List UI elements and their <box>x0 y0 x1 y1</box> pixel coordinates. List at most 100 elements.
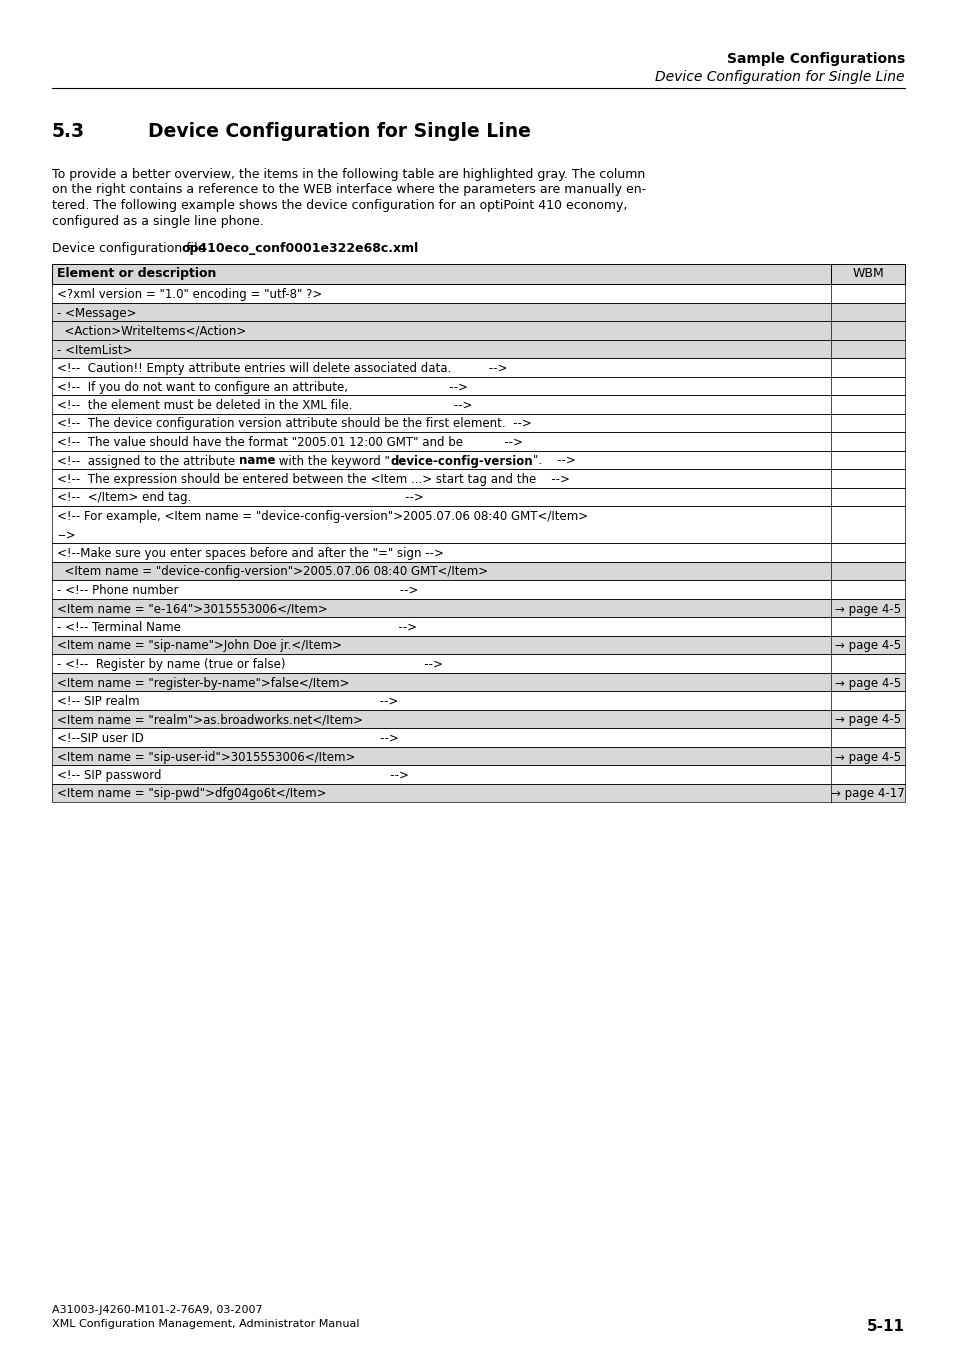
Text: <Item name = "realm">as.broadworks.net</Item>: <Item name = "realm">as.broadworks.net</… <box>57 713 363 727</box>
Bar <box>52 303 904 322</box>
Bar <box>52 543 904 562</box>
Bar <box>52 469 904 488</box>
Text: with the keyword ": with the keyword " <box>275 454 390 467</box>
Text: -->: --> <box>57 528 75 542</box>
Bar <box>52 377 904 394</box>
Text: - <Message>: - <Message> <box>57 307 136 319</box>
Text: 5.3: 5.3 <box>52 122 85 141</box>
Text: <!--Make sure you enter spaces before and after the "=" sign -->: <!--Make sure you enter spaces before an… <box>57 547 443 561</box>
Bar <box>52 339 904 358</box>
Text: op410eco_conf0001e322e68c.xml: op410eco_conf0001e322e68c.xml <box>182 242 418 255</box>
Bar <box>52 507 904 543</box>
Text: → page 4-5: → page 4-5 <box>834 713 901 727</box>
Text: Element or description: Element or description <box>57 267 216 280</box>
Bar <box>52 747 904 765</box>
Text: - <!-- Terminal Name                                                          --: - <!-- Terminal Name -- <box>57 621 416 634</box>
Bar <box>52 394 904 413</box>
Text: WBM: WBM <box>851 267 882 280</box>
Text: <Action>WriteItems</Action>: <Action>WriteItems</Action> <box>57 326 246 338</box>
Text: → page 4-5: → page 4-5 <box>834 677 901 689</box>
Text: <!-- SIP realm                                                                --: <!-- SIP realm -- <box>57 694 397 708</box>
Bar <box>52 450 904 469</box>
Bar <box>52 339 904 358</box>
Text: → page 4-17: → page 4-17 <box>830 788 904 801</box>
Text: → page 4-5: → page 4-5 <box>834 603 901 616</box>
Text: <Item name = "register-by-name">false</Item>: <Item name = "register-by-name">false</I… <box>57 677 349 689</box>
Bar <box>52 322 904 339</box>
Text: 5-11: 5-11 <box>866 1319 904 1333</box>
Text: <!--  assigned to the attribute: <!-- assigned to the attribute <box>57 454 238 467</box>
Text: → page 4-5: → page 4-5 <box>834 639 901 653</box>
Text: <!--  the element must be deleted in the XML file.                           -->: <!-- the element must be deleted in the … <box>57 399 472 412</box>
Text: <!--  The device configuration version attribute should be the first element.  -: <!-- The device configuration version at… <box>57 417 531 431</box>
Bar <box>52 562 904 580</box>
Bar <box>52 322 904 339</box>
Bar <box>52 635 904 654</box>
Text: Device Configuration for Single Line: Device Configuration for Single Line <box>148 122 530 141</box>
Bar <box>52 303 904 322</box>
Bar <box>52 394 904 413</box>
Text: <Item name = "sip-name">John Doe jr.</Item>: <Item name = "sip-name">John Doe jr.</It… <box>57 639 341 653</box>
Bar <box>52 432 904 450</box>
Text: <!--  If you do not want to configure an attribute,                           --: <!-- If you do not want to configure an … <box>57 381 467 393</box>
Bar <box>52 654 904 673</box>
Text: - <ItemList>: - <ItemList> <box>57 343 132 357</box>
Bar <box>52 784 904 802</box>
Text: <Item name = "e-164">3015553006</Item>: <Item name = "e-164">3015553006</Item> <box>57 603 328 616</box>
Bar <box>52 432 904 450</box>
Text: Device Configuration for Single Line: Device Configuration for Single Line <box>655 70 904 84</box>
Text: - <!--  Register by name (true or false)                                     -->: - <!-- Register by name (true or false) … <box>57 658 442 671</box>
Text: A31003-J4260-M101-2-76A9, 03-2007: A31003-J4260-M101-2-76A9, 03-2007 <box>52 1305 262 1315</box>
Bar <box>52 598 904 617</box>
Bar <box>52 673 904 690</box>
Bar <box>52 488 904 507</box>
Bar <box>52 284 904 303</box>
Bar <box>52 358 904 377</box>
Bar <box>52 784 904 802</box>
Text: <!-- For example, <Item name = "device-config-version">2005.07.06 08:40 GMT</Ite: <!-- For example, <Item name = "device-c… <box>57 509 587 523</box>
Bar <box>52 673 904 690</box>
Text: configured as a single line phone.: configured as a single line phone. <box>52 215 263 227</box>
Text: <!-- SIP password                                                             --: <!-- SIP password -- <box>57 769 409 782</box>
Bar <box>52 488 904 507</box>
Bar <box>52 580 904 598</box>
Text: <!--  Caution!! Empty attribute entries will delete associated data.          --: <!-- Caution!! Empty attribute entries w… <box>57 362 507 376</box>
Text: - <!-- Phone number                                                           --: - <!-- Phone number -- <box>57 584 418 597</box>
Text: <?xml version = "1.0" encoding = "utf-8" ?>: <?xml version = "1.0" encoding = "utf-8"… <box>57 288 322 301</box>
Bar <box>52 358 904 377</box>
Text: To provide a better overview, the items in the following table are highlighted g: To provide a better overview, the items … <box>52 168 644 181</box>
Text: <!--  </Item> end tag.                                                         -: <!-- </Item> end tag. - <box>57 492 423 504</box>
Bar <box>52 284 904 303</box>
Bar <box>52 635 904 654</box>
Bar <box>52 690 904 709</box>
Text: Device configuration file: Device configuration file <box>52 242 209 255</box>
Bar <box>52 709 904 728</box>
Text: → page 4-5: → page 4-5 <box>834 751 901 763</box>
Text: <!--  The expression should be entered between the <Item ...> start tag and the : <!-- The expression should be entered be… <box>57 473 569 486</box>
Bar <box>52 413 904 432</box>
Bar <box>52 747 904 765</box>
Bar <box>52 263 904 284</box>
Text: Sample Configurations: Sample Configurations <box>726 51 904 66</box>
Text: <Item name = "device-config-version">2005.07.06 08:40 GMT</Item>: <Item name = "device-config-version">200… <box>57 566 488 578</box>
Text: ".    -->: ". --> <box>533 454 575 467</box>
Text: <Item name = "sip-pwd">dfg04go6t</Item>: <Item name = "sip-pwd">dfg04go6t</Item> <box>57 788 326 801</box>
Bar <box>52 617 904 635</box>
Text: tered. The following example shows the device configuration for an optiPoint 410: tered. The following example shows the d… <box>52 199 627 212</box>
Bar <box>52 728 904 747</box>
Bar <box>52 469 904 488</box>
Bar <box>52 709 904 728</box>
Bar <box>52 543 904 562</box>
Text: XML Configuration Management, Administrator Manual: XML Configuration Management, Administra… <box>52 1319 359 1329</box>
Bar <box>52 765 904 784</box>
Text: <!--  The value should have the format "2005.01 12:00 GMT" and be           -->: <!-- The value should have the format "2… <box>57 436 522 449</box>
Bar <box>52 598 904 617</box>
Text: <!--SIP user ID                                                               --: <!--SIP user ID -- <box>57 732 398 744</box>
Bar <box>52 690 904 709</box>
Bar <box>52 507 904 543</box>
Bar <box>52 765 904 784</box>
Text: <Item name = "sip-user-id">3015553006</Item>: <Item name = "sip-user-id">3015553006</I… <box>57 751 355 763</box>
Bar <box>52 580 904 598</box>
Bar <box>52 617 904 635</box>
Bar <box>52 450 904 469</box>
